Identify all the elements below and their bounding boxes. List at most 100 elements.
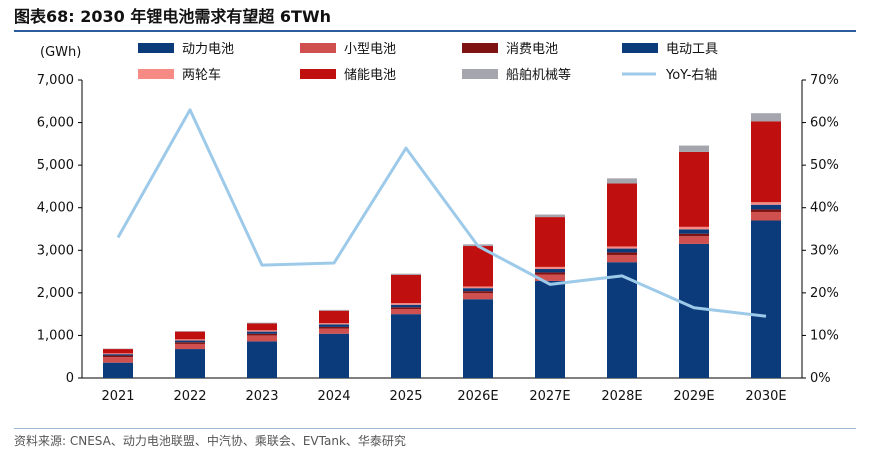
- bar-segment: [607, 254, 637, 263]
- bar-segment: [607, 183, 637, 247]
- left-tick-label: 6,000: [37, 116, 74, 131]
- bar-segment: [535, 280, 565, 378]
- bar-segment: [175, 343, 205, 350]
- bar-segment: [247, 333, 277, 336]
- right-tick-label: 0%: [810, 371, 831, 386]
- bar-segment: [679, 229, 709, 234]
- bar-segment: [103, 355, 133, 358]
- legend-label: 储能电池: [344, 68, 396, 83]
- legend-swatch: [462, 69, 498, 79]
- axes-layer: 0 1,000 2,000 3,000 4,000 5,000 6,000 7,000 0% 10…: [37, 45, 839, 404]
- chart-title: 图表68: 2030 年锂电池需求有望超 6TWh: [14, 7, 331, 26]
- bar-segment: [103, 349, 133, 354]
- bar-segment: [679, 243, 709, 378]
- source-note: 资料来源: CNESA、动力电池联盟、中汽协、乘联会、EVTank、华泰研究: [14, 434, 406, 448]
- legend-label: 消费电池: [506, 42, 558, 57]
- bar-segment: [175, 342, 205, 344]
- source-divider: [14, 428, 856, 429]
- bar-segment: [247, 330, 277, 332]
- bar-segment: [463, 293, 493, 300]
- bar-segment: [751, 220, 781, 378]
- bar-segment: [535, 217, 565, 267]
- title-bar: 图表68: 2030 年锂电池需求有望超 6TWh: [14, 6, 856, 32]
- yoy-line: [116, 108, 767, 318]
- bar-segment: [391, 273, 421, 275]
- bar-segment: [247, 335, 277, 342]
- bar-segment: [463, 291, 493, 294]
- bar-segment: [319, 333, 349, 378]
- yoy-line-layer: [116, 108, 767, 318]
- bar-segment: [679, 233, 709, 237]
- bar-segment: [391, 309, 421, 315]
- bar-segment: [607, 178, 637, 184]
- x-tick-label: 2023: [245, 389, 278, 404]
- x-tick-label: 2024: [317, 389, 350, 404]
- x-tick-label: 2022: [173, 389, 206, 404]
- x-tick-label: 2027E: [529, 389, 570, 404]
- x-tick-label: 2025: [389, 389, 422, 404]
- left-axis-unit: (GWh): [40, 45, 81, 60]
- bar-segment: [175, 349, 205, 378]
- right-tick-label: 20%: [810, 286, 839, 301]
- bar-segment: [751, 209, 781, 212]
- bar-segment: [463, 286, 493, 289]
- bar-segment: [391, 314, 421, 378]
- bar-segment: [103, 362, 133, 378]
- left-tick-label: 7,000: [37, 73, 74, 88]
- x-tick-label: 2030E: [745, 389, 786, 404]
- right-tick-label: 30%: [810, 243, 839, 258]
- bar-segment: [679, 151, 709, 227]
- bar-segment: [751, 211, 781, 221]
- x-tick-label: 2021: [101, 389, 134, 404]
- bar-segment: [607, 248, 637, 253]
- right-tick-label: 40%: [810, 201, 839, 216]
- x-tick-label: 2029E: [673, 389, 714, 404]
- bar-segment: [535, 272, 565, 275]
- bar-segment: [319, 326, 349, 329]
- bar-segment: [391, 274, 421, 304]
- legend-label: 电动工具: [666, 42, 718, 57]
- bar-segment: [679, 236, 709, 244]
- left-tick-label: 5,000: [37, 158, 74, 173]
- right-tick-label: 50%: [810, 158, 839, 173]
- bar-segment: [103, 353, 133, 355]
- right-tick-label: 10%: [810, 328, 839, 343]
- left-tick-label: 1,000: [37, 328, 74, 343]
- x-tick-label: 2028E: [601, 389, 642, 404]
- bar-segment: [103, 354, 133, 356]
- legend-swatch: [462, 43, 498, 53]
- legend-swatch: [300, 43, 336, 53]
- legend-swatch: [622, 43, 658, 53]
- left-tick-label: 3,000: [37, 243, 74, 258]
- bar-segment: [535, 274, 565, 281]
- bar-segment: [319, 310, 349, 324]
- legend-swatch: [138, 43, 174, 53]
- bar-segment: [247, 323, 277, 331]
- legend-label: 小型电池: [344, 42, 396, 57]
- left-tick-label: 0: [66, 371, 74, 386]
- bar-segment: [175, 340, 205, 343]
- bar-segment: [535, 214, 565, 218]
- bar-segment: [751, 202, 781, 205]
- bar-segment: [751, 121, 781, 203]
- bar-segment: [679, 226, 709, 230]
- bar-segment: [679, 145, 709, 152]
- bar-segment: [607, 252, 637, 255]
- bar-segment: [751, 113, 781, 122]
- bar-segment: [319, 324, 349, 327]
- legend-swatch: [138, 69, 174, 79]
- left-tick-label: 4,000: [37, 201, 74, 216]
- bar-segment: [247, 341, 277, 378]
- bar-segment: [391, 303, 421, 305]
- bar-segment: [391, 307, 421, 310]
- bar-segment: [175, 339, 205, 341]
- legend-label: 动力电池: [182, 42, 234, 57]
- bar-segment: [607, 246, 637, 249]
- bar-segment: [319, 309, 349, 311]
- bar-segment: [463, 299, 493, 378]
- right-tick-label: 70%: [810, 73, 839, 88]
- right-tick-label: 60%: [810, 116, 839, 131]
- x-tick-label: 2026E: [457, 389, 498, 404]
